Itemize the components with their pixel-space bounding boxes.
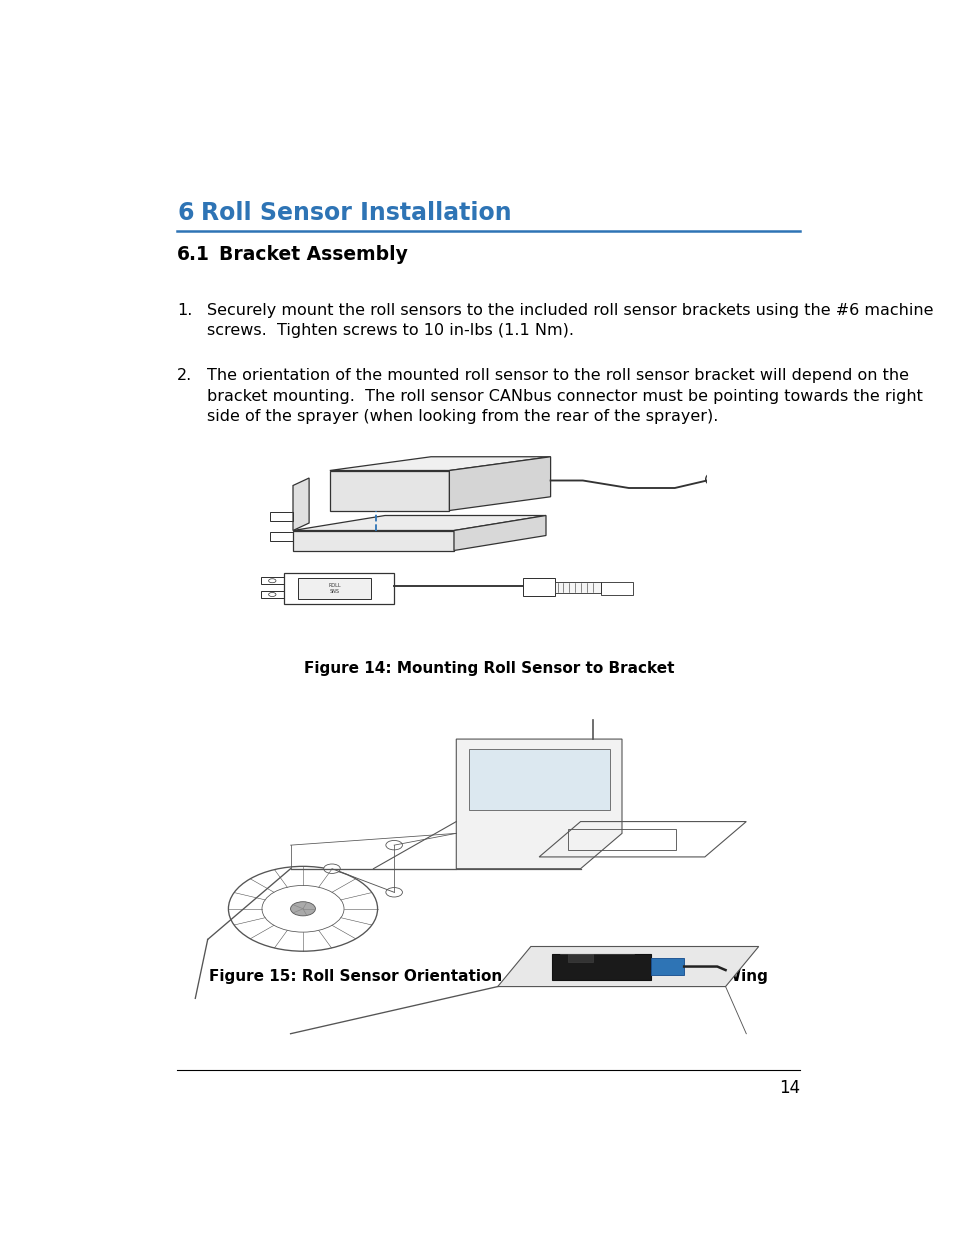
Circle shape xyxy=(385,841,402,850)
Polygon shape xyxy=(551,953,650,979)
Polygon shape xyxy=(650,958,683,974)
Circle shape xyxy=(385,888,402,897)
Bar xyxy=(555,582,600,593)
Circle shape xyxy=(291,902,315,916)
Polygon shape xyxy=(456,739,621,868)
Bar xyxy=(260,592,283,598)
Bar xyxy=(260,577,283,584)
Text: Figure 14: Mounting Roll Sensor to Bracket: Figure 14: Mounting Roll Sensor to Brack… xyxy=(303,661,674,676)
Text: 14: 14 xyxy=(779,1079,800,1097)
Text: 1.: 1. xyxy=(177,303,193,317)
Bar xyxy=(297,578,371,599)
Polygon shape xyxy=(330,471,449,510)
Polygon shape xyxy=(293,478,309,531)
Bar xyxy=(283,573,394,604)
Polygon shape xyxy=(497,946,758,987)
Text: Figure 15: Roll Sensor Orientation - Connector Facing Right Wing: Figure 15: Roll Sensor Orientation - Con… xyxy=(210,968,767,983)
Bar xyxy=(600,582,633,595)
Circle shape xyxy=(705,469,740,489)
Text: Securely mount the roll sensors to the included roll sensor brackets using the #: Securely mount the roll sensors to the i… xyxy=(207,303,932,317)
Text: The orientation of the mounted roll sensor to the roll sensor bracket will depen: The orientation of the mounted roll sens… xyxy=(207,368,908,383)
Text: Roll Sensor Installation: Roll Sensor Installation xyxy=(200,201,511,225)
Text: screws.  Tighten screws to 10 in-lbs (1.1 Nm).: screws. Tighten screws to 10 in-lbs (1.1… xyxy=(207,324,573,338)
Text: 6.1: 6.1 xyxy=(177,246,210,264)
Polygon shape xyxy=(454,515,545,551)
Polygon shape xyxy=(330,457,550,471)
Text: ROLL
SNS: ROLL SNS xyxy=(328,583,340,594)
Text: bracket mounting.  The roll sensor CANbus connector must be pointing towards the: bracket mounting. The roll sensor CANbus… xyxy=(207,389,922,404)
Polygon shape xyxy=(468,748,609,810)
Bar xyxy=(568,953,593,962)
Text: side of the sprayer (when looking from the rear of the sprayer).: side of the sprayer (when looking from t… xyxy=(207,409,718,425)
Polygon shape xyxy=(293,515,545,531)
Bar xyxy=(522,578,555,595)
Circle shape xyxy=(712,474,733,485)
Circle shape xyxy=(323,864,340,873)
Text: 2.: 2. xyxy=(177,368,193,383)
Polygon shape xyxy=(293,531,454,551)
Polygon shape xyxy=(449,457,550,510)
Text: Bracket Assembly: Bracket Assembly xyxy=(219,246,408,264)
Text: 6: 6 xyxy=(177,201,193,225)
